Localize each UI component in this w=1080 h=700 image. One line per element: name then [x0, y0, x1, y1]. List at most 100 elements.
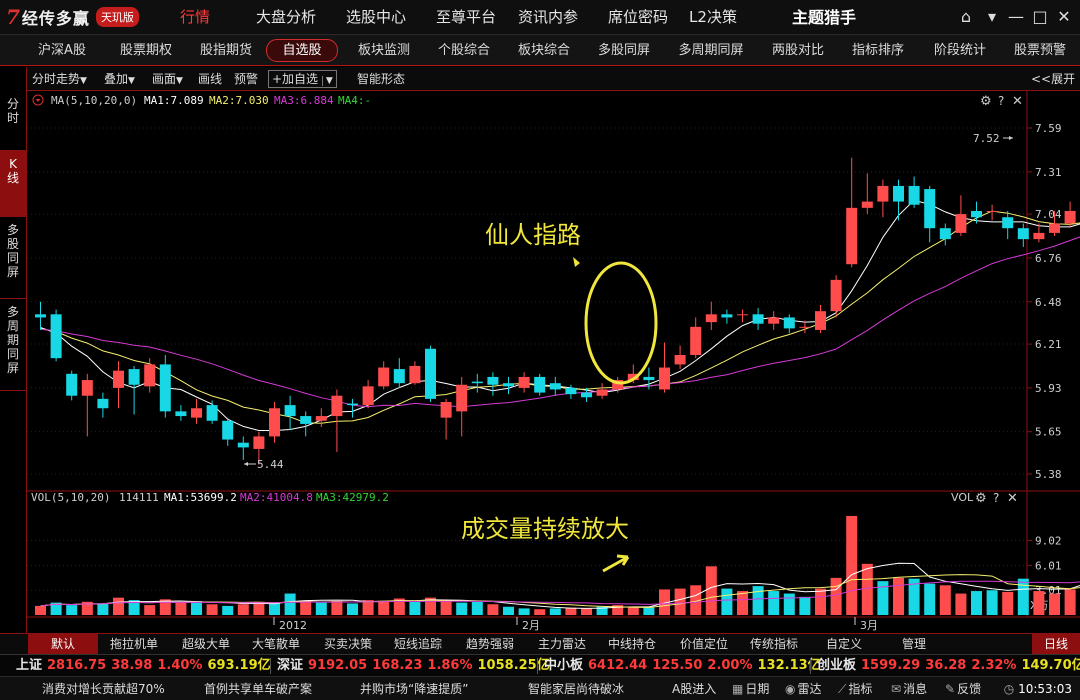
- volume-bar: [924, 583, 936, 615]
- price-tick-label: 5.65: [1035, 426, 1062, 439]
- index-quote[interactable]: 上证 2816.75 38.98 1.40% 693.19亿: [16, 655, 271, 677]
- sub-nav-item[interactable]: 多周期同屏: [678, 43, 744, 58]
- left-tab[interactable]: 分时: [0, 91, 26, 151]
- vol-gear-icon[interactable]: ⚙: [975, 491, 987, 506]
- candle-body: [222, 420, 234, 440]
- news-item[interactable]: A股进入: [672, 682, 717, 696]
- candle: [549, 376, 561, 396]
- help-icon[interactable]: ?: [998, 94, 1004, 108]
- volume-ma20-line: [40, 580, 1080, 607]
- sub-nav-item[interactable]: 多股同屏: [597, 43, 650, 58]
- top-nav-item[interactable]: 至尊平台: [435, 8, 496, 26]
- top-nav-item[interactable]: 主题猎手: [791, 8, 856, 27]
- price-tick-label: 7.59: [1035, 122, 1062, 135]
- sub-nav-item[interactable]: 自选股: [266, 39, 338, 62]
- left-tab[interactable]: 多股同屏: [0, 217, 26, 299]
- candle: [815, 304, 826, 334]
- vol-close-icon[interactable]: ✕: [1007, 491, 1018, 506]
- ticker-separator: [270, 658, 271, 674]
- sub-nav-item[interactable]: 股票期权: [119, 43, 172, 58]
- indicator-tab[interactable]: 拖拉机单: [110, 637, 159, 651]
- indicator-tab[interactable]: 主力雷达: [538, 637, 587, 651]
- left-tab[interactable]: 多周期同屏: [0, 299, 26, 391]
- indicator-tab[interactable]: 中线持仓: [608, 637, 657, 651]
- add-watchlist-button[interactable]: +加自选 ▼: [268, 70, 337, 88]
- alert-button[interactable]: 预警: [234, 72, 259, 86]
- app-logo[interactable]: 7 经传多赢 天玑版: [6, 5, 139, 29]
- index-quote[interactable]: 创业板 1599.29 36.28 2.32% 149.70亿: [817, 655, 1080, 677]
- sub-nav-item[interactable]: 板块综合: [517, 43, 570, 58]
- candle: [581, 387, 592, 402]
- smart-pattern-button[interactable]: 智能形态: [357, 72, 406, 86]
- news-item[interactable]: 并购市场“降速提质”: [360, 682, 469, 696]
- candle: [128, 365, 140, 415]
- intraday-dropdown[interactable]: 分时走势▼: [32, 72, 87, 86]
- candle-body: [300, 416, 312, 424]
- ma-settings-icon[interactable]: [32, 94, 44, 106]
- news-item[interactable]: 消费对增长贡献超70%: [42, 682, 165, 696]
- indicator-tab[interactable]: 价值定位: [680, 637, 729, 651]
- maximize-icon[interactable]: □: [1032, 7, 1048, 26]
- indicator-tab[interactable]: 传统指标: [750, 637, 799, 651]
- top-nav-item[interactable]: 席位密码: [607, 8, 668, 26]
- top-nav-item[interactable]: 行情: [179, 8, 210, 26]
- gear-icon[interactable]: ⚙: [980, 94, 992, 109]
- feedback-button[interactable]: ✎ 反馈: [945, 682, 982, 696]
- indicator-tab[interactable]: 超级大单: [182, 637, 231, 651]
- indicator-tab[interactable]: 大笔散单: [252, 637, 301, 651]
- expand-button[interactable]: <<展开: [1031, 72, 1076, 86]
- message-button[interactable]: ✉ 消息: [891, 682, 928, 696]
- volume-bar: [581, 608, 592, 615]
- index-quote[interactable]: 中小板 6412.44 125.50 2.00% 132.13亿: [544, 655, 821, 677]
- minimize-icon[interactable]: —: [1008, 7, 1024, 26]
- volume-bar: [643, 607, 655, 615]
- sub-nav-item[interactable]: 两股对比: [771, 43, 824, 58]
- vol-ma1: MA1:53699.2: [164, 491, 237, 504]
- sub-nav-item[interactable]: 板块监测: [357, 43, 410, 58]
- top-nav-item[interactable]: L2决策: [689, 8, 737, 26]
- kline-chart-svg[interactable]: MA(5,10,20,0) MA1:7.089 MA2:7.030 MA3:6.…: [27, 91, 1080, 633]
- indicator-tab[interactable]: 自定义: [826, 637, 863, 651]
- draw-line-button[interactable]: 画线: [198, 72, 223, 86]
- indicator-tab[interactable]: 短线追踪: [394, 637, 443, 651]
- sub-nav-item[interactable]: 股指期货: [199, 43, 252, 58]
- top-nav-item[interactable]: 选股中心: [345, 8, 406, 26]
- news-item[interactable]: 智能家居尚待破冰: [528, 682, 625, 696]
- indicator-tab[interactable]: 趋势强弱: [466, 637, 515, 651]
- view-dropdown[interactable]: 画面▼: [152, 72, 183, 86]
- sub-nav-item[interactable]: 个股综合: [437, 43, 490, 58]
- close-panel-icon[interactable]: ✕: [1012, 94, 1023, 109]
- volume-ma-lines: [40, 562, 1080, 609]
- close-icon[interactable]: ✕: [1057, 7, 1071, 26]
- indicator-tab[interactable]: 默认: [28, 634, 98, 654]
- annotation-volume-up: 成交量持续放大: [461, 516, 629, 543]
- sub-nav-item[interactable]: 指标排序: [851, 43, 904, 58]
- volume-bar: [144, 605, 156, 615]
- date-button[interactable]: ▦ 日期: [732, 682, 770, 696]
- candle: [175, 405, 187, 421]
- candle-body: [191, 408, 202, 418]
- top-nav-item[interactable]: 大盘分析: [255, 8, 316, 26]
- news-item[interactable]: 首例共享单车破产案: [204, 682, 313, 696]
- home-icon[interactable]: ⌂: [960, 7, 972, 26]
- candle-body: [924, 189, 936, 229]
- overlay-dropdown[interactable]: 叠加▼: [104, 72, 135, 86]
- radar-button[interactable]: ◉ 雷达: [785, 682, 822, 696]
- status-bar: 消费对增长贡献超70% 首例共享单车破产案 并购市场“降速提质” 智能家居尚待破…: [0, 676, 1080, 700]
- indicator-button[interactable]: ⟋ 指标: [838, 682, 873, 696]
- menu-dropdown-icon[interactable]: ▾: [987, 7, 997, 26]
- kline-chart[interactable]: MA(5,10,20,0) MA1:7.089 MA2:7.030 MA3:6.…: [27, 91, 1080, 633]
- vol-help-icon[interactable]: ?: [993, 491, 999, 505]
- indicator-tab[interactable]: 买卖决策: [324, 637, 373, 651]
- index-quote[interactable]: 深证 9192.05 168.23 1.86% 1058.25亿: [277, 655, 550, 677]
- volume-bar: [159, 599, 171, 615]
- candle-body: [518, 376, 530, 388]
- sub-nav-item[interactable]: 股票预警: [1013, 43, 1066, 58]
- top-nav-item[interactable]: 资讯内参: [517, 8, 578, 26]
- period-daily-button[interactable]: 日线: [1032, 634, 1080, 654]
- indicator-tab[interactable]: 管理: [902, 637, 927, 651]
- left-tab[interactable]: K线: [0, 151, 26, 217]
- sub-nav-item[interactable]: 阶段统计: [933, 43, 986, 58]
- index-pct: 2.00%: [707, 658, 753, 673]
- sub-nav-item[interactable]: 沪深A股: [38, 43, 86, 58]
